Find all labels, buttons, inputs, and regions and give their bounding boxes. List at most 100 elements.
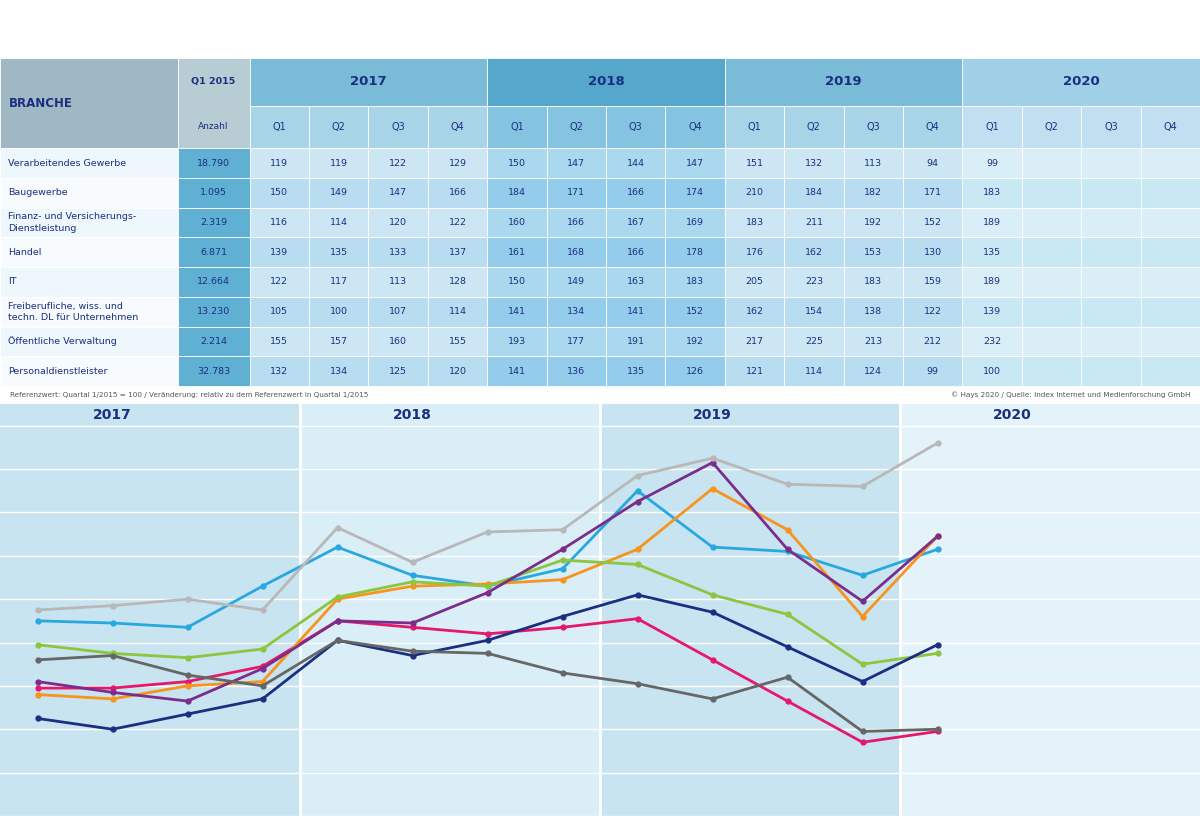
Bar xyxy=(785,105,844,149)
Bar xyxy=(368,267,427,297)
Bar xyxy=(606,326,665,357)
Bar xyxy=(962,105,1022,149)
Bar xyxy=(546,105,606,149)
Text: 169: 169 xyxy=(686,218,704,227)
Bar xyxy=(606,237,665,267)
Bar xyxy=(1140,297,1200,326)
Text: Q2: Q2 xyxy=(1044,122,1058,132)
Bar xyxy=(1081,207,1140,237)
Bar xyxy=(962,357,1022,386)
Bar xyxy=(368,149,427,178)
Bar xyxy=(665,326,725,357)
Bar xyxy=(546,326,606,357)
Text: 2020: 2020 xyxy=(994,408,1032,423)
Bar xyxy=(785,267,844,297)
Text: 150: 150 xyxy=(508,158,526,167)
Text: Referenzwert: Quartal 1/2015 = 100 / Veränderung: relativ zu dem Referenzwert in: Referenzwert: Quartal 1/2015 = 100 / Ver… xyxy=(10,392,368,398)
Bar xyxy=(310,326,368,357)
Text: Q3: Q3 xyxy=(1104,122,1117,132)
Bar xyxy=(725,267,785,297)
Text: 114: 114 xyxy=(330,218,348,227)
Bar xyxy=(368,326,427,357)
Bar xyxy=(725,326,785,357)
Bar xyxy=(0,237,178,267)
Bar xyxy=(368,237,427,267)
Bar xyxy=(725,357,785,386)
Bar xyxy=(606,105,665,149)
Text: Q1: Q1 xyxy=(748,122,761,132)
Bar xyxy=(900,404,1200,816)
Text: 125: 125 xyxy=(389,366,407,375)
Bar xyxy=(844,357,902,386)
Text: 189: 189 xyxy=(983,218,1001,227)
Bar xyxy=(546,207,606,237)
Bar xyxy=(962,178,1022,207)
Bar xyxy=(546,267,606,297)
Text: 2.319: 2.319 xyxy=(200,218,227,227)
Text: 149: 149 xyxy=(568,277,586,286)
Bar xyxy=(844,326,902,357)
Bar xyxy=(0,404,300,816)
Bar xyxy=(487,297,547,326)
Text: Q1: Q1 xyxy=(272,122,286,132)
Text: 121: 121 xyxy=(745,366,763,375)
Text: Q3: Q3 xyxy=(866,122,880,132)
Bar xyxy=(725,58,962,105)
Bar xyxy=(310,357,368,386)
Bar xyxy=(250,105,310,149)
Bar xyxy=(427,297,487,326)
Bar xyxy=(487,207,547,237)
Text: Q1 2015: Q1 2015 xyxy=(192,78,235,86)
Text: 100: 100 xyxy=(983,366,1001,375)
Bar xyxy=(606,297,665,326)
Text: © Hays 2020 / Quelle: Index Internet und Medienforschung GmbH: © Hays 2020 / Quelle: Index Internet und… xyxy=(950,392,1190,398)
Bar xyxy=(785,149,844,178)
Text: 183: 183 xyxy=(745,218,763,227)
Text: 2.214: 2.214 xyxy=(200,337,227,346)
Text: 147: 147 xyxy=(389,188,407,197)
Bar xyxy=(368,207,427,237)
Bar xyxy=(368,178,427,207)
Text: 205: 205 xyxy=(745,277,763,286)
Bar xyxy=(785,178,844,207)
Text: 166: 166 xyxy=(626,248,644,257)
Text: 2018: 2018 xyxy=(394,408,432,423)
Text: 141: 141 xyxy=(508,366,526,375)
Text: 174: 174 xyxy=(686,188,704,197)
Text: IT: IT xyxy=(8,277,17,286)
Text: 141: 141 xyxy=(508,307,526,316)
Bar xyxy=(665,267,725,297)
Bar xyxy=(962,326,1022,357)
Text: 94: 94 xyxy=(926,158,938,167)
Bar xyxy=(1140,149,1200,178)
Text: 163: 163 xyxy=(626,277,644,286)
Text: 211: 211 xyxy=(805,218,823,227)
Text: Q2: Q2 xyxy=(331,122,346,132)
Bar xyxy=(487,149,547,178)
Text: 225: 225 xyxy=(805,337,823,346)
Bar xyxy=(0,297,178,326)
Bar xyxy=(1140,207,1200,237)
Text: 183: 183 xyxy=(983,188,1001,197)
Text: 129: 129 xyxy=(449,158,467,167)
Bar xyxy=(1081,326,1140,357)
Bar xyxy=(1022,267,1081,297)
Text: 147: 147 xyxy=(568,158,586,167)
Text: 191: 191 xyxy=(626,337,644,346)
Text: 183: 183 xyxy=(864,277,882,286)
Bar xyxy=(1081,178,1140,207)
Text: 141: 141 xyxy=(626,307,644,316)
Text: 160: 160 xyxy=(508,218,526,227)
Bar xyxy=(250,237,310,267)
Bar xyxy=(487,237,547,267)
Text: 147: 147 xyxy=(686,158,704,167)
Bar xyxy=(606,207,665,237)
Text: 2018: 2018 xyxy=(588,75,624,88)
Bar xyxy=(427,207,487,237)
Text: 152: 152 xyxy=(686,307,704,316)
Bar xyxy=(487,267,547,297)
Text: 171: 171 xyxy=(568,188,586,197)
Text: 150: 150 xyxy=(508,277,526,286)
Text: 99: 99 xyxy=(986,158,998,167)
Bar xyxy=(962,267,1022,297)
